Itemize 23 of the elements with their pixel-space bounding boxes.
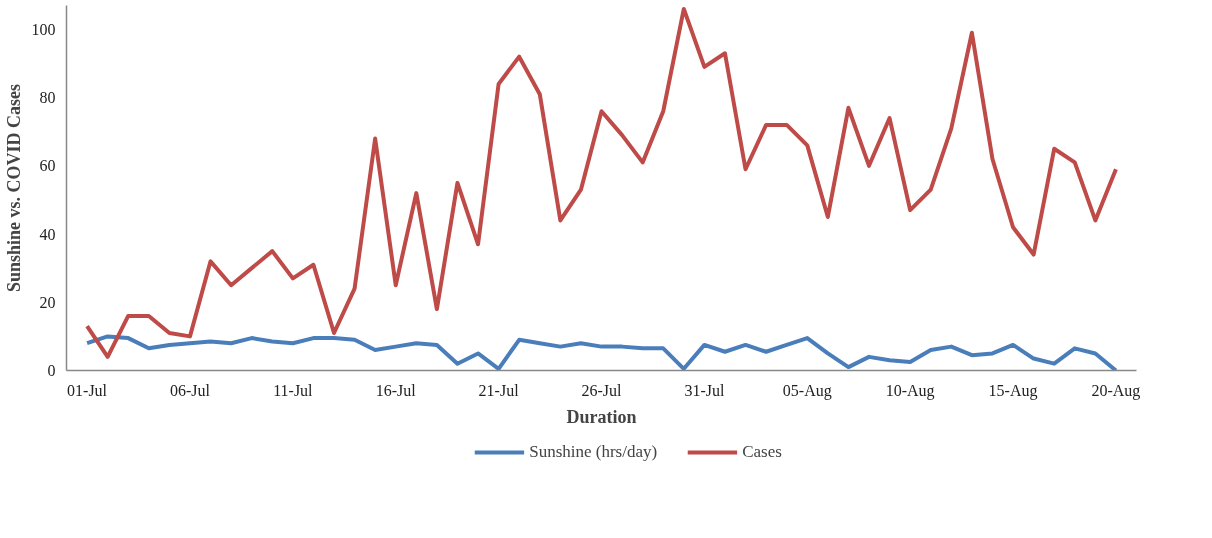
legend-label: Cases [742,441,782,462]
y-tick-label: 40 [39,225,56,243]
y-tick-label: 100 [31,20,56,38]
x-tick-label: 01-Jul [67,381,108,399]
x-tick-label: 16-Jul [375,381,417,399]
y-tick-label: 0 [47,362,56,379]
line-series [85,334,1118,371]
x-tick-label: 06-Jul [169,381,211,399]
y-axis-title: Sunshine vs. COVID Cases [3,83,24,293]
y-tick-label: 60 [39,157,56,175]
x-tick-label: 31-Jul [684,381,725,399]
x-tick-label: 26-Jul [581,381,623,399]
line-series [85,6,1118,359]
y-tick-label: 80 [39,89,56,107]
y-tick-label: 20 [39,293,56,311]
x-tick-label: 20-Aug [1091,381,1141,400]
x-tick-label: 15-Aug [988,381,1038,400]
legend-label: Sunshine (hrs/day) [529,441,658,462]
x-tick-label: 10-Aug [885,381,935,400]
x-axis-title: Duration [566,406,637,427]
x-tick-label: 11-Jul [273,381,314,399]
x-tick-label: 05-Aug [782,381,832,400]
x-tick-label: 21-Jul [478,381,520,399]
